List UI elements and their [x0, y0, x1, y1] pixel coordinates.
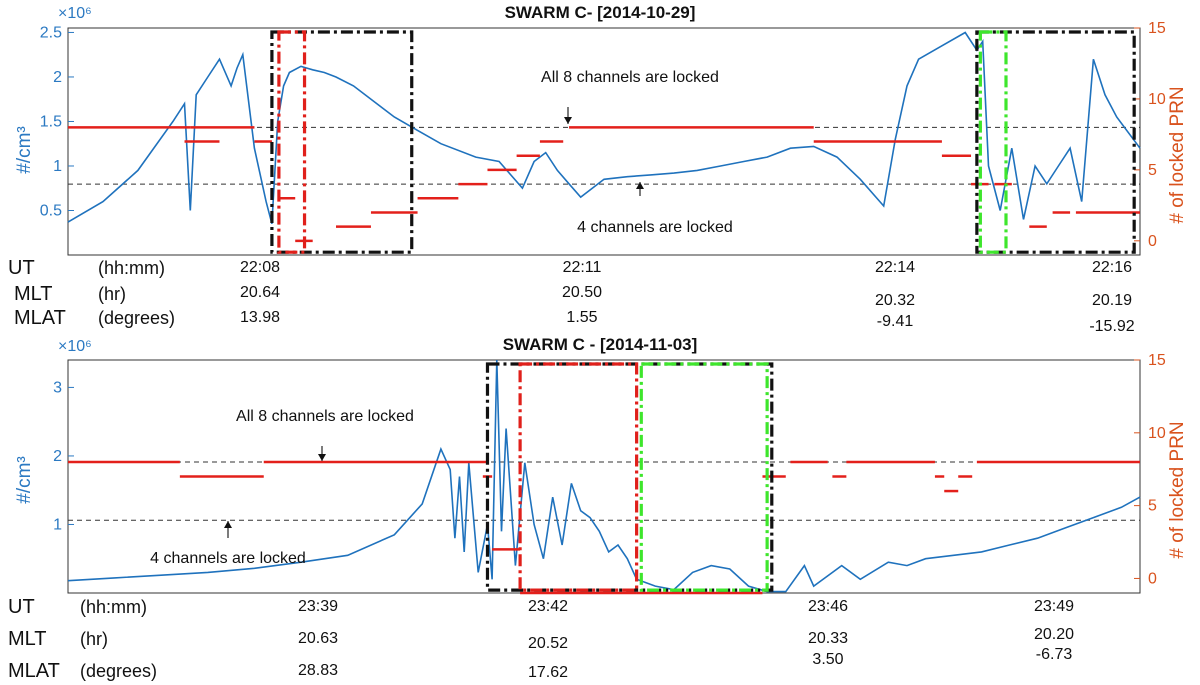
- panel-a-mlat-value: 13.98: [240, 309, 280, 326]
- panel-a-density-line: [67, 31, 1141, 225]
- panel-a-mlat-unit: (degrees): [98, 308, 175, 328]
- panel-b-right-axis-label: # of locked PRN: [1167, 421, 1188, 558]
- panel-a-ut-value: 22:16: [1092, 259, 1132, 276]
- panel-b-mlat-value: 3.50: [812, 651, 843, 668]
- panel-a-annotation-all-8: All 8 channels are locked: [541, 69, 719, 86]
- panel-a-arrow-all-8-head: [564, 117, 572, 124]
- panel-a-ut-value: 22:11: [563, 259, 602, 276]
- panel-b-density-line: [67, 359, 1141, 593]
- panel-b-left-tick-label: 3: [53, 379, 62, 396]
- panel-b-ut-value: 23:49: [1034, 598, 1074, 615]
- panel-b-right-tick-label: 5: [1148, 498, 1157, 515]
- panel-b-ut-label: UT: [8, 596, 35, 618]
- panel-a-highlight-box: [978, 30, 1008, 254]
- panel-a-highlight-box: [277, 30, 307, 254]
- panel-b-right-tick-label: 0: [1148, 570, 1157, 587]
- panel-b-mlt-value: 20.33: [808, 630, 848, 647]
- panel-a-ut-unit: (hh:mm): [98, 258, 165, 278]
- panel-a-left-multiplier: ×10⁶: [58, 5, 92, 22]
- panel-b-annotation-4: 4 channels are locked: [150, 550, 306, 567]
- panel-a-left-tick-label: 0.5: [40, 202, 62, 219]
- panel-a-right-tick-label: 0: [1148, 233, 1157, 250]
- panel-b-ut-value: 23:46: [808, 598, 848, 615]
- panel-a-mlt-value: 20.19: [1092, 292, 1132, 309]
- panel-a-mlt-unit: (hr): [98, 284, 126, 304]
- panel-a-mlt-label: MLT: [14, 283, 53, 305]
- panel-b-mlt-value: 20.20: [1034, 626, 1074, 643]
- panel-a-right-tick-label: 5: [1148, 162, 1157, 179]
- panel-a-mlat-value: 1.55: [566, 309, 597, 326]
- panel-a-left-tick-label: 1.5: [40, 113, 62, 130]
- panel-a-arrow-4-head: [636, 182, 644, 189]
- panel-b-mlat-value: 17.62: [528, 664, 568, 681]
- panel-b-right-tick-label: 15: [1148, 352, 1166, 369]
- panel-b-arrow-all-8-head: [318, 454, 326, 461]
- panel-a: SWARM C- [2014-10-29] ×10⁶ a) #/cm³ # of…: [8, 3, 1188, 335]
- panel-a-mlt-value: 20.64: [240, 284, 280, 301]
- panel-a-right-tick-label: 10: [1148, 91, 1166, 108]
- panel-b-mlt-value: 20.63: [298, 630, 338, 647]
- panel-a-right-axis-label: # of locked PRN: [1167, 86, 1188, 223]
- panel-a-left-axis-label: #/cm³: [14, 126, 35, 174]
- panel-b-mlat-label: MLAT: [8, 660, 60, 682]
- panel-b-ut-value: 23:39: [298, 598, 338, 615]
- panel-b-arrow-4-head: [224, 521, 232, 528]
- panel-a-left-tick-label: 1: [53, 158, 62, 175]
- panel-a-ut-value: 22:08: [240, 259, 280, 276]
- panel-a-ut-value: 22:14: [875, 259, 915, 276]
- panel-a-title: SWARM C- [2014-10-29]: [505, 3, 696, 22]
- panel-a-right-tick-label: 15: [1148, 20, 1166, 37]
- panel-b-left-tick-label: 2: [53, 448, 62, 465]
- panel-b-mlat-unit: (degrees): [80, 661, 157, 681]
- panel-a-plot-area: 0.5 1 1.5 2 2.5 0 5 10 15: [40, 20, 1166, 256]
- panel-b-mlat-value: -6.73: [1036, 646, 1073, 663]
- panel-a-left-tick-label: 2.5: [40, 24, 62, 41]
- panel-a-mlt-value: 20.50: [562, 284, 602, 301]
- panel-b-highlight-box: [518, 362, 639, 592]
- panel-b-ut-value: 23:42: [528, 598, 568, 615]
- panel-a-annotation-4: 4 channels are locked: [577, 219, 733, 236]
- panel-b-mlt-unit: (hr): [80, 629, 108, 649]
- panel-b-left-multiplier: ×10⁶: [58, 338, 92, 355]
- panel-b-highlight-box: [639, 362, 769, 592]
- panel-b-title: SWARM C - [2014-11-03]: [503, 335, 698, 354]
- panel-b-ut-unit: (hh:mm): [80, 597, 147, 617]
- panel-b: SWARM C - [2014-11-03] ×10⁶ b) #/cm³ # o…: [8, 335, 1188, 682]
- panel-a-ut-label: UT: [8, 257, 35, 279]
- panel-b-mlat-value: 28.83: [298, 662, 338, 679]
- panel-a-mlt-value: 20.32: [875, 292, 915, 309]
- panel-b-mlt-label: MLT: [8, 628, 47, 650]
- panel-a-highlight-box: [270, 30, 414, 254]
- panel-b-left-tick-label: 1: [53, 516, 62, 533]
- panel-b-left-axis-label: #/cm³: [14, 456, 35, 504]
- panel-a-mlat-value: -15.92: [1089, 318, 1134, 335]
- panel-b-mlt-value: 20.52: [528, 635, 568, 652]
- panel-b-annotation-all-8: All 8 channels are locked: [236, 408, 414, 425]
- panel-a-highlight-box: [975, 30, 1136, 254]
- panel-b-plot-area: 1 2 3 0 5 10 15: [53, 352, 1166, 595]
- panel-b-right-tick-label: 10: [1148, 425, 1166, 442]
- panel-a-mlat-label: MLAT: [14, 307, 66, 329]
- panel-a-frame: [67, 27, 1141, 256]
- panel-a-mlat-value: -9.41: [877, 313, 914, 330]
- panel-a-left-tick-label: 2: [53, 69, 62, 86]
